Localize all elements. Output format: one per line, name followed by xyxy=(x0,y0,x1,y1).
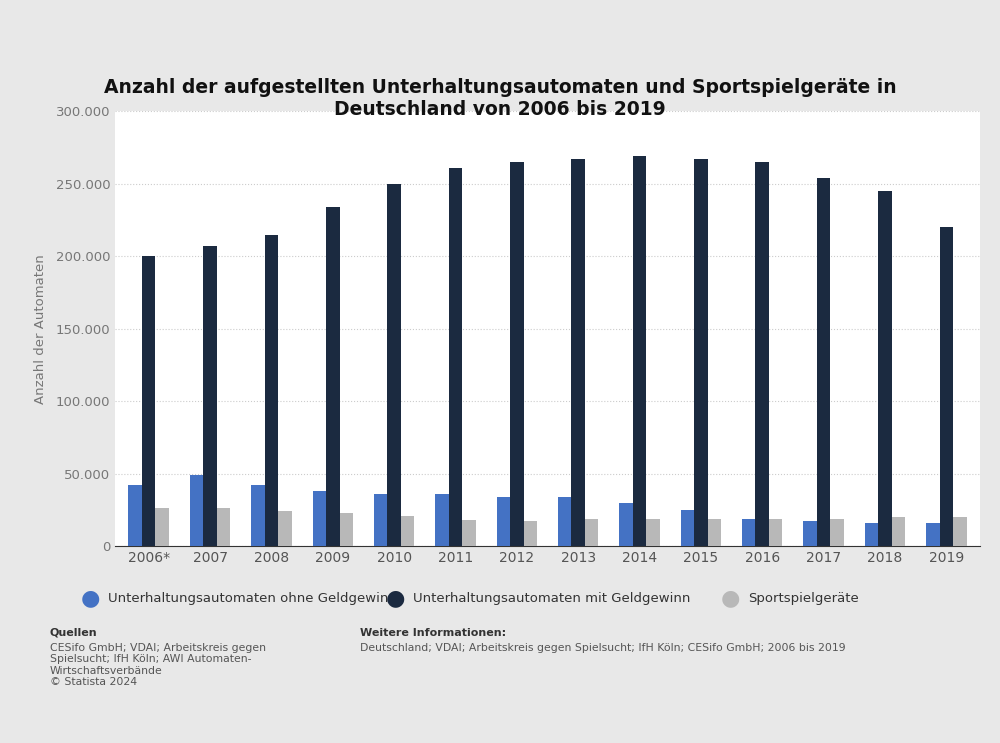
Bar xyxy=(571,159,585,546)
Bar xyxy=(940,227,953,546)
Bar xyxy=(830,519,844,546)
Bar xyxy=(278,511,292,546)
Bar xyxy=(435,494,449,546)
Bar xyxy=(524,522,537,546)
Bar xyxy=(817,178,830,546)
Bar xyxy=(694,159,708,546)
Text: CESifo GmbH; VDAI; Arbeitskreis gegen
Spielsucht; IfH Köln; AWI Automaten-
Wirts: CESifo GmbH; VDAI; Arbeitskreis gegen Sp… xyxy=(50,643,266,687)
Bar xyxy=(585,519,598,546)
Bar xyxy=(803,522,817,546)
Text: Deutschland; VDAI; Arbeitskreis gegen Spielsucht; IfH Köln; CESifo GmbH; 2006 bi: Deutschland; VDAI; Arbeitskreis gegen Sp… xyxy=(360,643,846,652)
Bar xyxy=(953,517,967,546)
Text: Weitere Informationen:: Weitere Informationen: xyxy=(360,628,506,637)
Bar xyxy=(203,246,217,546)
Bar xyxy=(217,508,230,546)
Bar xyxy=(155,508,169,546)
Bar xyxy=(128,485,142,546)
Bar xyxy=(401,516,414,546)
Bar xyxy=(755,162,769,546)
Text: Unterhaltungsautomaten ohne Geldgewinn: Unterhaltungsautomaten ohne Geldgewinn xyxy=(108,591,397,605)
Bar xyxy=(619,502,633,546)
Y-axis label: Anzahl der Automaten: Anzahl der Automaten xyxy=(34,254,47,403)
Bar xyxy=(892,517,905,546)
Text: ●: ● xyxy=(720,588,740,608)
Text: Quellen: Quellen xyxy=(50,628,98,637)
Bar xyxy=(878,191,892,546)
Bar xyxy=(449,168,462,546)
Text: ●: ● xyxy=(385,588,405,608)
Bar xyxy=(265,235,278,546)
Bar xyxy=(497,497,510,546)
Bar xyxy=(708,519,721,546)
Bar xyxy=(462,520,476,546)
Bar xyxy=(142,256,155,546)
Bar xyxy=(251,485,265,546)
Bar xyxy=(646,519,660,546)
Bar xyxy=(340,513,353,546)
Bar xyxy=(681,510,694,546)
Text: ●: ● xyxy=(80,588,100,608)
Text: Sportspielgeräte: Sportspielgeräte xyxy=(748,591,859,605)
Bar xyxy=(374,494,387,546)
Bar xyxy=(633,156,646,546)
Text: Unterhaltungsautomaten mit Geldgewinn: Unterhaltungsautomaten mit Geldgewinn xyxy=(413,591,690,605)
Bar xyxy=(742,519,755,546)
Bar xyxy=(769,519,782,546)
Bar xyxy=(865,523,878,546)
Bar xyxy=(313,491,326,546)
Bar xyxy=(326,207,340,546)
Text: Anzahl der aufgestellten Unterhaltungsautomaten und Sportspielgeräte in
Deutschl: Anzahl der aufgestellten Unterhaltungsau… xyxy=(104,78,896,119)
Bar xyxy=(387,184,401,546)
Bar xyxy=(510,162,524,546)
Bar xyxy=(558,497,571,546)
Bar xyxy=(926,523,940,546)
Bar xyxy=(190,475,203,546)
